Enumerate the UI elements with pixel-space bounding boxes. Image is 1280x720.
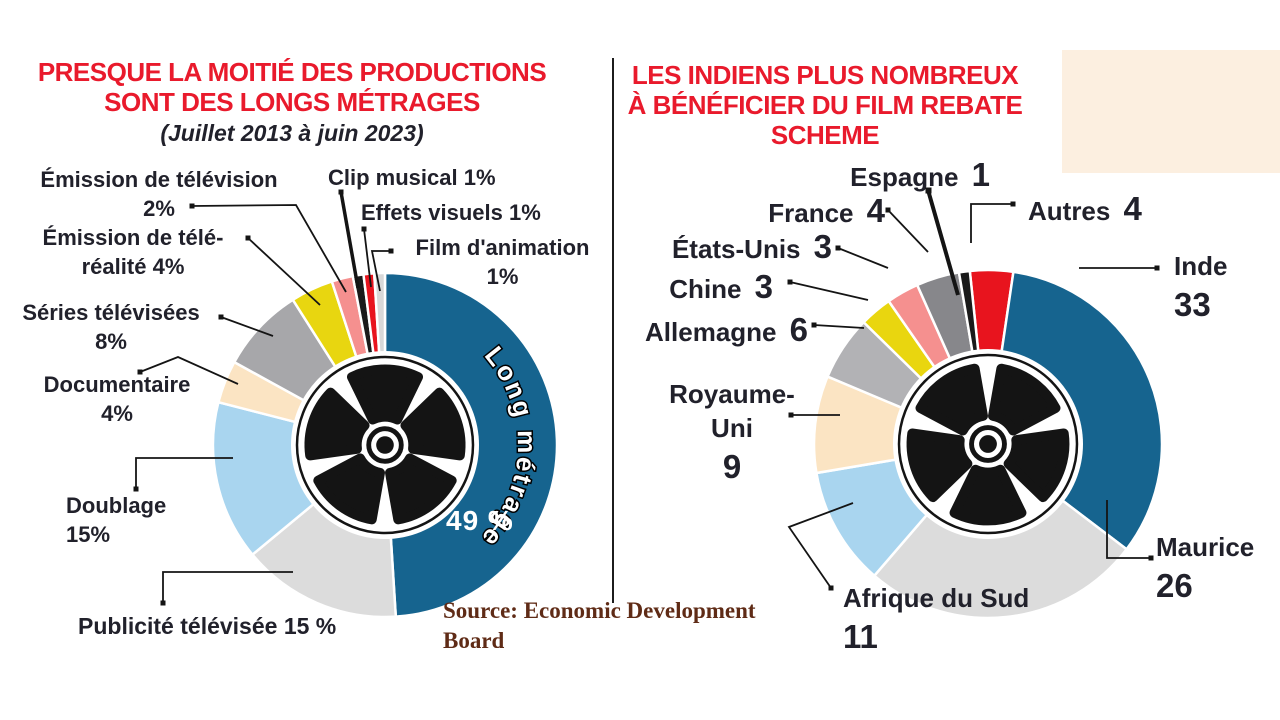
value-emission-television: 2% (143, 195, 175, 221)
left-donut-chart: Long métrage (211, 271, 559, 619)
callout-france: France 4 (640, 190, 885, 233)
value-chine: 3 (754, 268, 773, 305)
label-france: France (768, 198, 854, 228)
reel-hub-core (376, 436, 394, 454)
reel-spoke (949, 464, 1027, 526)
value-france: 4 (866, 192, 885, 229)
label-espagne: Espagne (850, 162, 959, 192)
left-title-line1: PRESQUE LA MOITIÉ DES PRODUCTIONS (37, 57, 547, 87)
callout-emission-television: Émission de télévision 2% (18, 166, 300, 223)
value-etats-unis: 3 (813, 228, 832, 265)
callout-documentaire: Documentaire 4% (25, 371, 209, 428)
reel-spoke (906, 428, 973, 503)
callout-espagne: Espagne 1 (740, 154, 990, 197)
callout-etats-unis: États-Unis 3 (590, 226, 832, 269)
label-clip-musical: Clip musical (328, 165, 458, 190)
right-donut-chart (812, 268, 1164, 620)
value-doublage: 15% (66, 521, 111, 547)
callout-doublage: Doublage 15% (66, 492, 166, 549)
source-line2: Board (443, 628, 505, 654)
label-inde: Inde (1174, 251, 1228, 281)
left-title-line2: SONT DES LONGS MÉTRAGES (104, 87, 480, 118)
label-allemagne: Allemagne (645, 317, 777, 347)
panel-divider (612, 58, 614, 603)
value-allemagne: 6 (789, 311, 808, 348)
callout-royaume-uni: Royaume-Uni 9 (667, 378, 797, 488)
right-title-line2: À BÉNÉFICIER DU FILM REBATE (627, 90, 1023, 121)
source-line1: Source: Economic Development (443, 598, 756, 623)
callout-series-televisees: Séries télévisées 8% (5, 299, 217, 356)
label-afrique-du-sud: Afrique du Sud (843, 583, 1030, 613)
cream-decoration-box (1062, 50, 1280, 173)
label-documentaire: Documentaire (43, 372, 191, 397)
callout-film-animation: Film d'animation 1% (385, 234, 620, 291)
value-publicite-televisee: 15 % (283, 613, 337, 639)
callout-chine: Chine 3 (555, 266, 773, 309)
callout-publicite-televisee: Publicité télévisée 15 % (78, 612, 336, 642)
callout-allemagne: Allemagne 6 (560, 309, 808, 352)
value-royaume-uni: 9 (722, 447, 742, 485)
left-chart-subtitle: (Juillet 2013 à juin 2023) (160, 120, 424, 146)
label-effets-visuels: Effets visuels (361, 200, 503, 225)
right-title-line3: SCHEME (770, 120, 880, 151)
value-documentaire: 4% (101, 400, 133, 426)
label-chine: Chine (669, 274, 742, 304)
callout-inde: Inde 33 (1174, 250, 1227, 327)
value-autres: 4 (1123, 190, 1142, 227)
label-series-televisees: Séries télévisées (22, 300, 200, 325)
right-title-line1: LES INDIENS PLUS NOMBREUX (631, 60, 1019, 90)
callout-autres: Autres 4 (1028, 188, 1142, 231)
label-emission-television: Émission de télévision (40, 167, 278, 192)
value-clip-musical: 1% (463, 165, 496, 190)
left-chart-title: PRESQUE LA MOITIÉ DES PRODUCTIONS SONT D… (17, 57, 567, 117)
label-tele-realite: Émission de télé-réalité (42, 225, 224, 279)
label-royaume-uni: Royaume-Uni (669, 379, 795, 443)
label-maurice: Maurice (1156, 532, 1255, 562)
reel-spoke (988, 363, 1061, 436)
value-inde: 33 (1174, 285, 1211, 323)
value-long-metrage: 49 % (446, 505, 514, 536)
callout-afrique-du-sud: Afrique du Sud 11 (843, 582, 1029, 659)
value-maurice: 26 (1156, 566, 1193, 604)
value-tele-realite: 4% (152, 253, 185, 279)
reel-spoke (1003, 428, 1070, 503)
label-etats-unis: États-Unis (671, 234, 801, 264)
label-doublage: Doublage (66, 493, 167, 518)
reel-spoke (346, 364, 424, 425)
reel-hub-core (979, 435, 997, 453)
reel-spoke (313, 453, 385, 525)
value-effets-visuels: 1% (508, 200, 541, 225)
callout-maurice: Maurice 26 (1156, 531, 1254, 608)
label-autres: Autres (1028, 196, 1111, 226)
right-chart-title: LES INDIENS PLUS NOMBREUX À BÉNÉFICIER D… (620, 60, 1030, 150)
value-afrique-du-sud: 11 (843, 617, 878, 655)
value-espagne: 1 (971, 156, 990, 193)
callout-clip-musical: Clip musical 1% (328, 164, 496, 193)
reel-spoke (304, 387, 370, 461)
callout-tele-realite: Émission de télé-réalité 4% (38, 224, 228, 281)
reel-spoke (385, 453, 457, 525)
reel-spoke (400, 387, 466, 461)
reel-spoke (915, 363, 988, 436)
label-publicite-televisee: Publicité télévisée (78, 613, 278, 639)
source-credit: Source: Economic Development Board (443, 596, 783, 657)
label-film-animation: Film d'animation (415, 235, 590, 260)
value-series-televisees: 8% (95, 328, 127, 354)
value-film-animation: 1% (486, 263, 519, 289)
callout-effets-visuels: Effets visuels 1% (361, 199, 541, 228)
